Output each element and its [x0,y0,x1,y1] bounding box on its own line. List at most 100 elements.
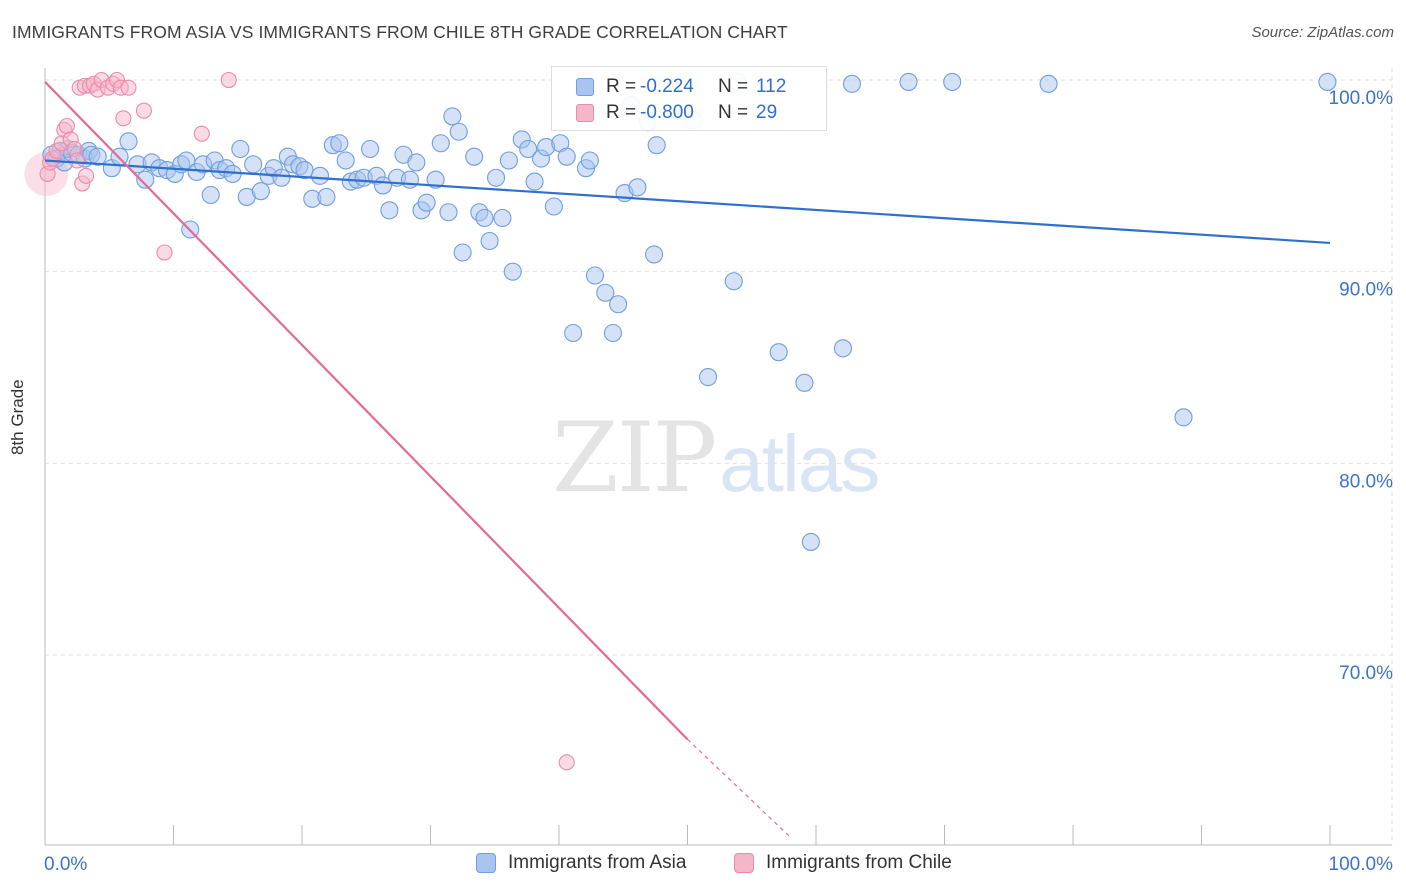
legend-r-value-chile: -0.800 [640,102,694,123]
y-tick-label: 80.0% [1339,471,1393,492]
asia-point [557,147,576,166]
chile-point [69,152,86,169]
asia-point [336,151,355,170]
asia-point [724,272,743,291]
asia-point [407,153,426,172]
chile-trend-extension [687,738,791,838]
legend-r-label: R = [606,76,637,97]
chile-trend-line [44,81,689,741]
asia-point [330,134,349,153]
asia-point [486,168,506,187]
chart-title: IMMIGRANTS FROM ASIA VS IMMIGRANTS FROM … [12,22,788,42]
asia-point [380,201,399,220]
legend-swatch-chile [576,104,594,122]
asia-point [493,208,512,228]
chile-point [58,117,75,135]
asia-point [475,208,494,228]
asia-point [899,72,918,91]
stats-legend: R = -0.224 N = 112 R = -0.800 N = 29 [551,66,827,131]
asia-point [585,266,605,285]
legend-n-label: N = [718,102,749,123]
asia-point [88,147,107,166]
chart-source: Source: ZipAtlas.com [1251,24,1394,41]
asia-point [231,139,250,159]
chile-point [156,244,173,261]
asia-point [465,147,484,166]
chile-point [220,71,237,89]
asia-point [1318,72,1337,91]
chile-point [135,102,152,119]
asia-point [564,323,583,343]
legend-item-asia[interactable]: Immigrants from Asia [476,852,686,874]
asia-point [310,166,330,185]
asia-point [525,172,544,191]
asia-point [400,170,419,189]
watermark-zip: ZIP [552,402,717,514]
legend-label-chile: Immigrants from Chile [766,852,952,873]
x-tick-label: 100.0% [1329,854,1394,875]
legend-swatch-asia [476,853,496,873]
y-tick-label: 100.0% [1329,88,1394,109]
asia-point [119,132,138,151]
asia-point [449,122,468,141]
legend-n-value-asia: 112 [756,76,787,97]
legend-swatch-chile [734,853,754,873]
axes [44,68,1392,846]
asia-point [251,182,270,201]
asia-point [439,203,458,222]
asia-point [499,151,518,170]
legend-n-value-chile: 29 [756,102,778,123]
asia-point [801,532,820,551]
asia-point [647,136,666,155]
asia-point [519,139,538,159]
asia-point [443,107,462,126]
legend-swatch-asia [576,78,594,96]
chile-point [78,167,95,184]
asia-point [361,139,380,159]
series-legend: Immigrants from Asia Immigrants from Chi… [0,852,1406,878]
chile-point [558,754,575,771]
x-tick-label: 0.0% [44,854,87,875]
asia-point [431,134,450,153]
asia-point [609,295,628,314]
asia-point [244,155,263,174]
data-points [24,71,1337,771]
y-tick-label: 90.0% [1339,280,1393,301]
asia-point [417,193,436,212]
legend-row-asia: R = -0.224 N = 112 [576,75,786,99]
legend-item-chile[interactable]: Immigrants from Chile [734,852,952,874]
asia-point [544,197,563,216]
asia-point [645,245,664,264]
asia-point [453,243,472,262]
chile-point [120,79,137,96]
asia-point [833,339,853,358]
asia-point [628,178,647,197]
asia-point [480,231,499,251]
asia-point [769,343,788,362]
legend-r-label: R = [606,102,637,123]
asia-point [1039,74,1058,93]
chile-point [115,110,132,127]
asia-point [842,74,862,93]
asia-point [603,323,623,343]
asia-point [699,368,718,387]
y-axis-label: 8th Grade [8,379,27,455]
grid [45,68,1393,845]
asia-point [317,187,336,206]
asia-point [201,185,220,205]
asia-point [596,283,615,302]
asia-point [580,151,599,170]
tick-labels: 70.0% 80.0% 90.0% 100.0% 0.0% 100.0% [44,88,1393,875]
asia-point [272,168,291,187]
asia-point [426,170,445,189]
legend-r-value-asia: -0.224 [640,76,694,97]
legend-n-label: N = [718,76,749,97]
asia-point [795,373,814,392]
asia-trend-line [44,159,1331,245]
legend-row-chile: R = -0.800 N = 29 [576,101,777,125]
asia-point [503,262,522,281]
legend-label-asia: Immigrants from Asia [508,852,687,873]
asia-point [136,170,155,189]
trend-lines [44,81,1331,838]
